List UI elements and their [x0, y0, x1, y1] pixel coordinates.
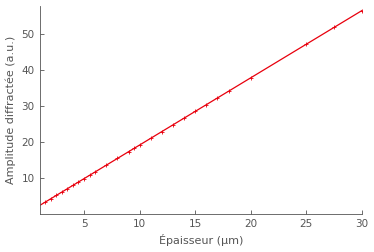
- Point: [131, 146, 137, 150]
- Point: [203, 103, 209, 107]
- Point: [137, 143, 142, 147]
- Point: [103, 163, 109, 167]
- Point: [303, 42, 309, 46]
- Point: [92, 170, 98, 174]
- Point: [76, 180, 82, 184]
- Point: [359, 9, 365, 13]
- X-axis label: Épaisseur (µm): Épaisseur (µm): [159, 234, 243, 246]
- Point: [53, 194, 59, 198]
- Y-axis label: Amplitude diffractée (a.u.): Amplitude diffractée (a.u.): [6, 36, 16, 184]
- Point: [48, 197, 54, 201]
- Point: [192, 109, 198, 113]
- Point: [42, 200, 48, 204]
- Point: [81, 177, 87, 181]
- Point: [159, 130, 165, 134]
- Point: [181, 116, 187, 120]
- Point: [331, 25, 337, 29]
- Point: [59, 190, 65, 194]
- Point: [248, 76, 254, 80]
- Point: [148, 136, 154, 140]
- Point: [170, 123, 176, 127]
- Point: [87, 173, 93, 177]
- Point: [64, 187, 70, 191]
- Point: [114, 156, 120, 161]
- Point: [70, 183, 76, 187]
- Point: [126, 150, 132, 154]
- Point: [214, 96, 220, 100]
- Point: [226, 89, 232, 93]
